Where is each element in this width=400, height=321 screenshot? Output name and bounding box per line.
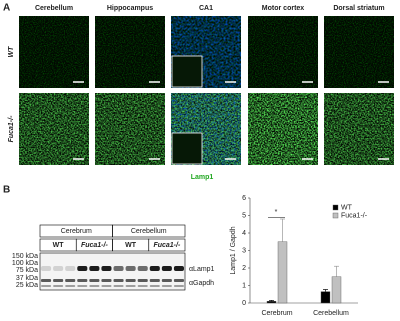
signal: [19, 93, 89, 165]
y-tick-label: 3: [242, 247, 246, 254]
band: [173, 285, 184, 287]
band: [125, 266, 136, 271]
band: [113, 266, 124, 271]
signal: [248, 93, 318, 165]
inset: [171, 55, 203, 88]
legend-label: Fuca1-/-: [341, 212, 368, 219]
signal: [324, 16, 394, 88]
y-tick-label: 2: [242, 265, 246, 272]
signal: [324, 93, 394, 165]
band: [161, 285, 172, 287]
band: [113, 279, 124, 282]
y-tick-label: 0: [242, 300, 246, 307]
band: [89, 285, 100, 287]
marker-label: 150 kDa: [12, 253, 38, 260]
band: [137, 285, 148, 287]
signal: [19, 16, 89, 88]
band: [77, 279, 88, 282]
band: [125, 279, 136, 282]
marker-label: 100 kDa: [12, 260, 38, 267]
band: [53, 279, 64, 282]
y-tick-label: 4: [242, 230, 246, 237]
legend-swatch: [332, 212, 339, 219]
band: [77, 266, 88, 271]
western-blot: Cerebrum Cerebellum WT Fuca1-/- WT Fuca1-/- 15…: [12, 224, 215, 291]
panel-label: B: [3, 185, 10, 196]
band: [101, 285, 112, 287]
band: [149, 285, 160, 287]
band: [41, 279, 52, 282]
bar: [266, 301, 277, 304]
band: [161, 279, 172, 282]
band: [65, 285, 76, 287]
annotation: *: [275, 209, 278, 216]
row-label: Fuca1-/-: [8, 115, 15, 143]
y-tick-label: 1: [242, 282, 246, 289]
antibody-label: αGapdh: [189, 280, 214, 287]
band: [101, 266, 112, 271]
inset: [171, 132, 203, 165]
marker-label: 75 kDa: [16, 267, 38, 274]
bar: [331, 276, 342, 304]
x-tick-label: Cerebrum: [261, 310, 292, 317]
band: [65, 266, 76, 271]
band: [77, 285, 88, 287]
signal: [95, 93, 165, 165]
genotype-label: WT: [53, 242, 65, 249]
column-header: Hippocampus: [107, 5, 153, 12]
bar: [320, 291, 331, 304]
row-label: WT: [8, 46, 15, 58]
marker-label: 37 kDa: [16, 275, 38, 282]
antibody-label: αLamp1: [189, 266, 215, 273]
bar-chart: 0 1 2 3 4 5 6 Lamp1 / Gapdh Cerebrum Cerebellum * W…: [230, 195, 368, 317]
stain-label: Lamp1: [191, 174, 214, 181]
y-axis-label: Lamp1 / Gapdh: [230, 226, 237, 274]
y-tick-label: 6: [242, 195, 246, 202]
column-header: Motor cortex: [262, 5, 305, 12]
membrane: [39, 252, 186, 291]
group-label: Cerebellum: [131, 228, 167, 235]
band: [41, 285, 52, 287]
band: [65, 279, 76, 282]
band: [89, 279, 100, 282]
group-label: Cerebrum: [61, 228, 92, 235]
band: [113, 285, 124, 287]
band: [125, 285, 136, 287]
band: [149, 279, 160, 282]
band: [137, 266, 148, 271]
column-header: CA1: [199, 5, 213, 12]
group-box: [112, 224, 186, 238]
band: [53, 266, 64, 271]
band: [137, 279, 148, 282]
legend-label: WT: [341, 204, 353, 211]
micrographs: Cerebellum Hippocampus CA1 Motor cortex Dors…: [8, 5, 394, 165]
band: [173, 266, 184, 271]
column-header: Cerebellum: [35, 5, 73, 12]
band: [149, 266, 160, 271]
x-tick-label: Cerebellum: [313, 310, 349, 317]
genotype-box: [148, 238, 186, 252]
column-header: Dorsal striatum: [333, 5, 384, 12]
marker-label: 25 kDa: [16, 282, 38, 289]
genotype-label: WT: [125, 242, 137, 249]
band: [89, 266, 100, 271]
legend-swatch: [332, 204, 339, 211]
bar: [277, 241, 288, 304]
band: [173, 279, 184, 282]
band: [41, 266, 52, 271]
panel-label: A: [3, 3, 10, 14]
band: [161, 266, 172, 271]
genotype-label: Fuca1-/-: [153, 242, 181, 249]
signal: [248, 16, 318, 88]
genotype-label: Fuca1-/-: [81, 242, 109, 249]
signal: [95, 16, 165, 88]
band: [101, 279, 112, 282]
y-tick-label: 5: [242, 212, 246, 219]
band: [53, 285, 64, 287]
